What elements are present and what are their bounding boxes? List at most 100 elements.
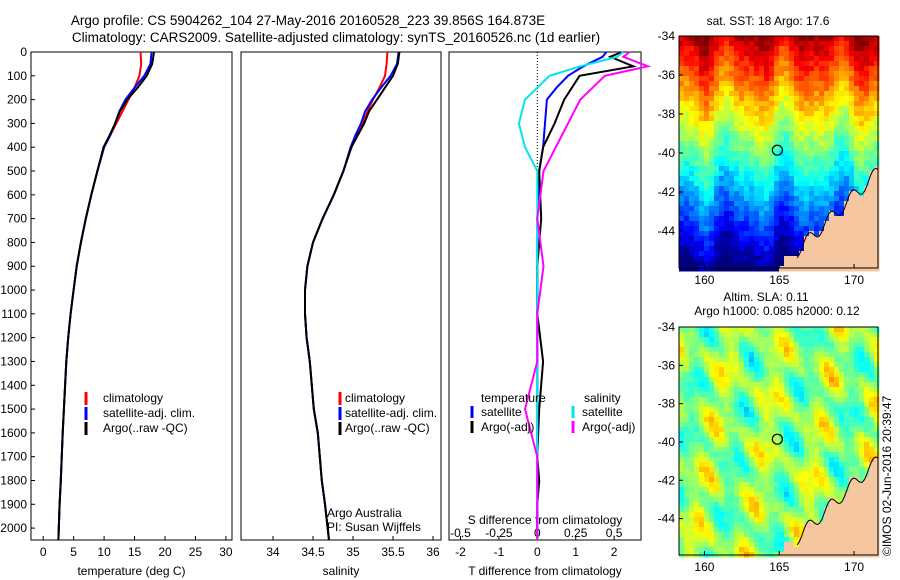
map-cell (864, 171, 870, 177)
map-cell (834, 256, 840, 262)
map-cell (769, 181, 775, 187)
map-cell (854, 191, 860, 197)
map-cell (819, 141, 825, 147)
map-cell (854, 106, 860, 112)
map-cell (724, 447, 730, 453)
map-cell (809, 151, 815, 157)
map-cell (784, 362, 790, 368)
map-cell (789, 372, 795, 378)
map-cell (684, 527, 690, 533)
map-cell (864, 327, 870, 333)
map-cell (799, 447, 805, 453)
map-cell (764, 256, 770, 262)
map-cell (804, 332, 810, 338)
map-cell (869, 141, 875, 147)
map-cell (684, 407, 690, 413)
map-cell (844, 121, 850, 127)
map-cell (729, 56, 735, 62)
map-cell (759, 437, 765, 443)
map-cell (724, 367, 730, 373)
map-cell (814, 261, 820, 267)
map-cell (744, 91, 750, 97)
map-cell (784, 352, 790, 358)
map-cell (744, 61, 750, 67)
map-cell (729, 407, 735, 413)
map-cell (824, 261, 830, 267)
map-cell (779, 377, 785, 383)
map-cell (769, 507, 775, 513)
map-cell (759, 236, 765, 242)
map-cell (724, 186, 730, 192)
map-cell (854, 537, 860, 543)
map-cell (774, 221, 780, 227)
map-cell (864, 487, 870, 493)
map-cell (839, 497, 845, 503)
map-cell (739, 171, 745, 177)
map-cell (834, 407, 840, 413)
map-cell (734, 392, 740, 398)
map-cell (864, 246, 870, 252)
y-tick-label: 1900 (0, 497, 27, 511)
map-cell (709, 121, 715, 127)
map-cell (784, 76, 790, 82)
argo-location-marker (771, 144, 783, 156)
map-cell (844, 261, 850, 267)
map-cell (719, 101, 725, 107)
map-cell (699, 342, 705, 348)
map-cell (724, 41, 730, 47)
map-cell (794, 382, 800, 388)
map-cell (859, 81, 865, 87)
map-cell (864, 81, 870, 87)
map-cell (794, 542, 800, 548)
map-cell (819, 46, 825, 52)
map-cell (709, 71, 715, 77)
map-cell (699, 261, 705, 267)
map-cell (739, 532, 745, 538)
map-cell (729, 36, 735, 42)
map-cell (859, 402, 865, 408)
map-cell (714, 357, 720, 363)
map-cell (714, 266, 720, 272)
map-cell (829, 141, 835, 147)
map-cell (819, 492, 825, 498)
map-cell (869, 407, 875, 413)
map-cell (779, 181, 785, 187)
map-cell (749, 362, 755, 368)
map-cell (694, 151, 700, 157)
map-cell (759, 457, 765, 463)
map-cell (784, 256, 790, 262)
map-cell (859, 161, 865, 167)
map-cell (844, 367, 850, 373)
map-cell (849, 362, 855, 368)
map-cell (809, 462, 815, 468)
y-tick-label: -44 (658, 224, 676, 238)
map-cell (749, 76, 755, 82)
map-cell (714, 387, 720, 393)
map-cell (744, 452, 750, 458)
map-cell (809, 432, 815, 438)
map-cell (844, 372, 850, 378)
map-cell (779, 246, 785, 252)
map-cell (719, 66, 725, 72)
map-cell (729, 327, 735, 333)
map-cell (744, 141, 750, 147)
map-cell (869, 527, 875, 533)
map-cell (764, 36, 770, 42)
map-cell (774, 186, 780, 192)
map-cell (749, 136, 755, 142)
map-cell (789, 467, 795, 473)
map-cell (749, 166, 755, 172)
map-cell (764, 81, 770, 87)
map-cell (709, 161, 715, 167)
map-cell (774, 467, 780, 473)
map-cell (814, 51, 820, 57)
map-cell (684, 186, 690, 192)
map-cell (714, 121, 720, 127)
map-cell (874, 522, 880, 528)
map-cell (714, 116, 720, 122)
map-cell (869, 532, 875, 538)
map-cell (764, 357, 770, 363)
map-cell (829, 362, 835, 368)
map-cell (724, 377, 730, 383)
map-cell (819, 472, 825, 478)
